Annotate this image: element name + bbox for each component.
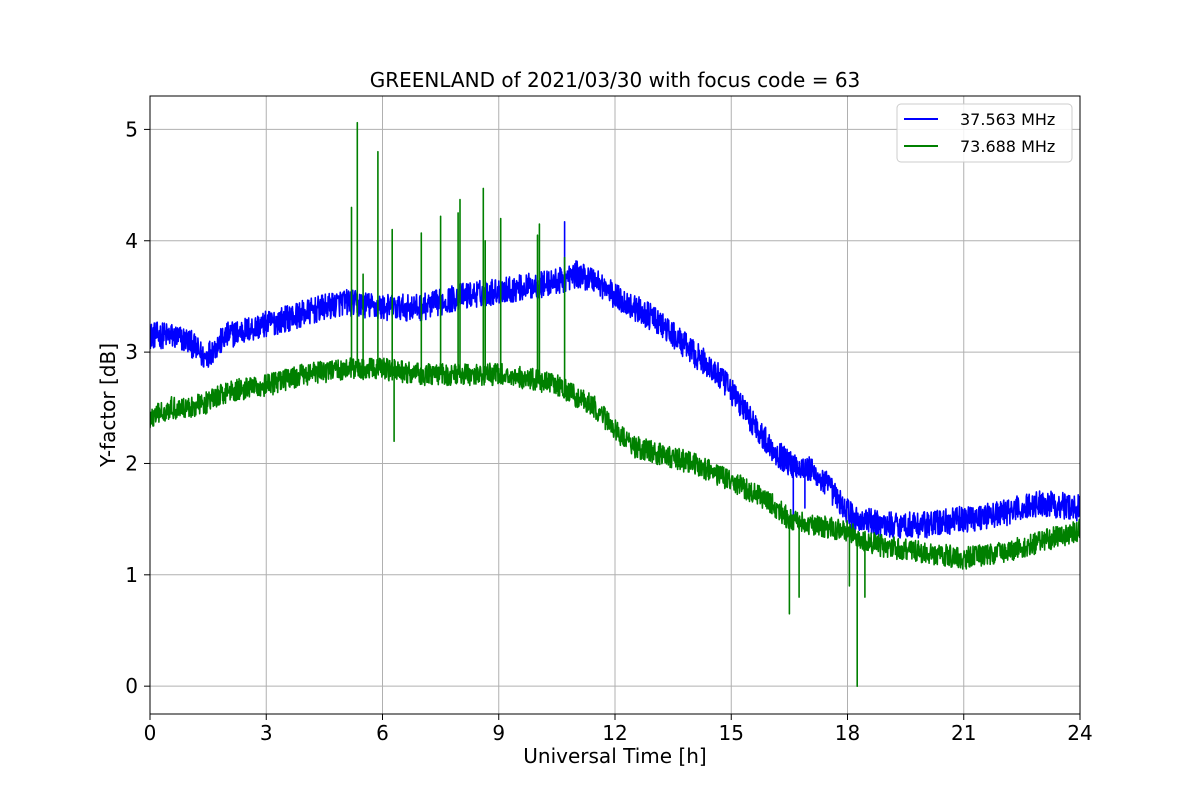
y-tick-label: 3 — [125, 340, 138, 364]
grid-lines — [149, 96, 1081, 714]
x-tick-label: 12 — [602, 721, 627, 745]
x-tick-label: 9 — [492, 721, 505, 745]
x-axis-label: Universal Time [h] — [523, 744, 706, 768]
x-tick-label: 0 — [144, 721, 157, 745]
legend: 37.563 MHz 73.688 MHz — [896, 103, 1073, 163]
series-layer — [150, 121, 1080, 687]
y-tick-label: 2 — [125, 451, 138, 475]
x-tick-label: 24 — [1067, 721, 1092, 745]
x-axis-ticks: 0 3 6 9 12 15 18 21 24 — [144, 714, 1093, 745]
series-line-73mhz — [150, 121, 1080, 687]
x-tick-label: 3 — [260, 721, 273, 745]
y-axis-label: Y-factor [dB] — [96, 343, 120, 468]
y-tick-label: 5 — [125, 117, 138, 141]
series-line-37mhz — [150, 221, 1080, 543]
x-tick-label: 18 — [835, 721, 860, 745]
y-axis-ticks: 0 1 2 3 4 5 — [125, 117, 150, 698]
x-tick-label: 21 — [951, 721, 976, 745]
legend-box — [896, 103, 1073, 163]
legend-label-73mhz: 73.688 MHz — [960, 137, 1055, 156]
y-tick-label: 0 — [125, 674, 138, 698]
x-tick-label: 6 — [376, 721, 389, 745]
x-tick-label: 15 — [719, 721, 744, 745]
legend-label-37mhz: 37.563 MHz — [960, 110, 1055, 129]
y-tick-label: 4 — [125, 229, 138, 253]
chart-title: GREENLAND of 2021/03/30 with focus code … — [370, 68, 861, 92]
y-tick-label: 1 — [125, 563, 138, 587]
